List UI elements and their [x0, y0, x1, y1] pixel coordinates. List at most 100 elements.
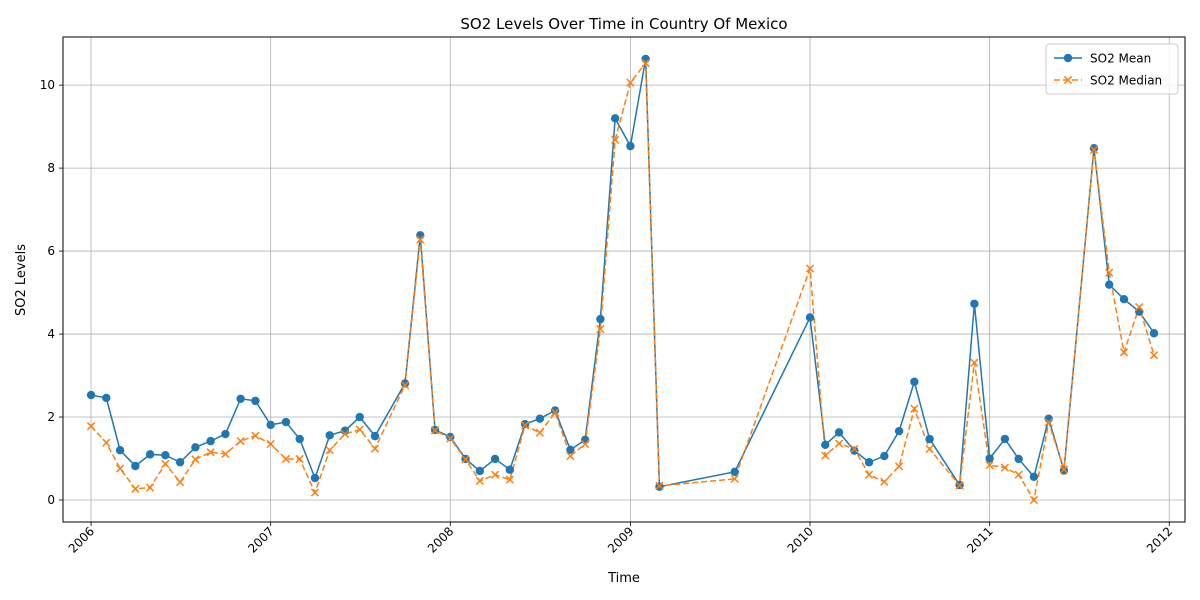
series-1-marker	[566, 445, 575, 455]
series-1-marker	[102, 393, 111, 403]
series-2-marker	[131, 484, 140, 493]
series-1-marker	[1119, 295, 1129, 304]
series-2-marker	[266, 439, 275, 449]
series-2-marker	[626, 78, 635, 87]
legend-marker-1	[1063, 53, 1073, 63]
series-2-marker	[355, 425, 364, 434]
series-2-marker	[535, 428, 544, 437]
series-2-marker	[206, 448, 215, 457]
series-2-marker	[281, 454, 291, 464]
series-1-marker	[490, 454, 500, 464]
series-1-marker	[191, 443, 200, 452]
series-1-marker	[310, 473, 320, 483]
series-2-marker	[1089, 145, 1099, 154]
series-1-marker	[580, 435, 590, 445]
x-axis-label: Time	[607, 571, 640, 586]
series-2-marker	[566, 451, 575, 461]
series-1-marker	[1029, 472, 1039, 481]
series-1-marker	[1014, 454, 1023, 464]
series-1-marker	[86, 390, 96, 400]
series-2-marker	[641, 59, 650, 68]
series-2-marker	[611, 135, 620, 145]
series-1-marker	[1059, 466, 1069, 475]
series-1-marker	[910, 377, 919, 386]
series-2-marker	[1029, 495, 1039, 505]
series-1-marker	[251, 396, 260, 406]
series-1-marker	[550, 406, 560, 415]
series-1-marker	[535, 414, 545, 423]
series-2-marker	[955, 481, 964, 490]
series-2-marker	[596, 324, 605, 334]
series-1-marker	[505, 465, 515, 474]
series-2-marker	[1105, 268, 1114, 277]
series-1-marker	[416, 231, 425, 240]
series-2-marker	[446, 434, 455, 443]
series-2-marker	[175, 478, 185, 487]
series-2-marker	[805, 264, 815, 273]
series-2-marker	[894, 462, 904, 471]
series-1-marker	[145, 450, 155, 459]
y-tick-label: 6	[47, 244, 55, 258]
series-1-marker	[325, 431, 334, 440]
legend-box	[1045, 43, 1179, 95]
series-1-marker	[894, 426, 904, 436]
plot-frame	[62, 36, 1186, 523]
series-1-marker	[221, 429, 230, 439]
series-2-marker	[251, 431, 260, 440]
series-2-marker	[1135, 302, 1144, 312]
series-2-marker	[580, 439, 590, 449]
series-2-marker	[490, 470, 500, 479]
series-2-marker	[850, 444, 859, 454]
series-1-marker	[206, 436, 215, 446]
series-2-marker	[86, 422, 96, 431]
series-2-marker	[1000, 463, 1010, 472]
series-2-marker	[221, 449, 230, 459]
series-1-marker	[1000, 434, 1010, 444]
legend-marker-2	[1063, 75, 1073, 85]
series-1-marker	[281, 417, 291, 427]
y-axis-label: SO2 Levels	[14, 244, 29, 316]
series-2-marker	[236, 436, 245, 446]
series-2-marker	[1014, 470, 1023, 479]
series-2-marker	[910, 404, 919, 413]
series-1-marker	[115, 446, 125, 455]
series-2-marker	[102, 438, 111, 447]
series-2-marker	[416, 235, 425, 244]
series-1-marker	[821, 440, 830, 450]
legend-label-2: SO2 Median	[1090, 74, 1162, 88]
series-1-marker	[805, 313, 815, 322]
series-1-marker	[970, 299, 979, 308]
series-1-marker	[1135, 307, 1144, 316]
series-2-marker	[295, 454, 304, 464]
series-1-marker	[400, 379, 410, 388]
series-1-marker	[175, 458, 185, 467]
series-1-marker	[985, 454, 994, 463]
series-1-marker	[730, 467, 739, 476]
series-1-marker	[641, 54, 650, 64]
series-2-marker	[1119, 348, 1129, 357]
series-2-marker	[340, 429, 350, 439]
y-tick-label: 10	[40, 78, 55, 92]
legend-label-1: SO2 Mean	[1090, 52, 1151, 66]
series-2-marker	[1044, 418, 1053, 427]
series-1-marker	[864, 458, 874, 467]
series-2-marker	[925, 444, 934, 454]
chart-title: SO2 Levels Over Time in Country Of Mexic…	[460, 15, 787, 33]
series-1-marker	[520, 419, 530, 429]
series-2-marker	[325, 446, 334, 455]
y-tick-label: 8	[47, 161, 55, 175]
series-2-marker	[115, 464, 125, 473]
series-2-marker	[880, 477, 889, 486]
series-2-marker	[520, 421, 530, 430]
series-1-marker	[834, 428, 844, 437]
series-2-marker	[864, 470, 874, 479]
y-axis-ticks: 0 2 4 6 8 10	[40, 78, 63, 507]
legend: SO2 Mean SO2 Median	[1045, 43, 1179, 95]
series-1-marker	[850, 446, 859, 455]
series-2-marker	[655, 481, 664, 491]
series-2-marker	[145, 483, 155, 492]
y-tick-label: 0	[47, 493, 55, 507]
series-1-marker	[475, 466, 485, 476]
